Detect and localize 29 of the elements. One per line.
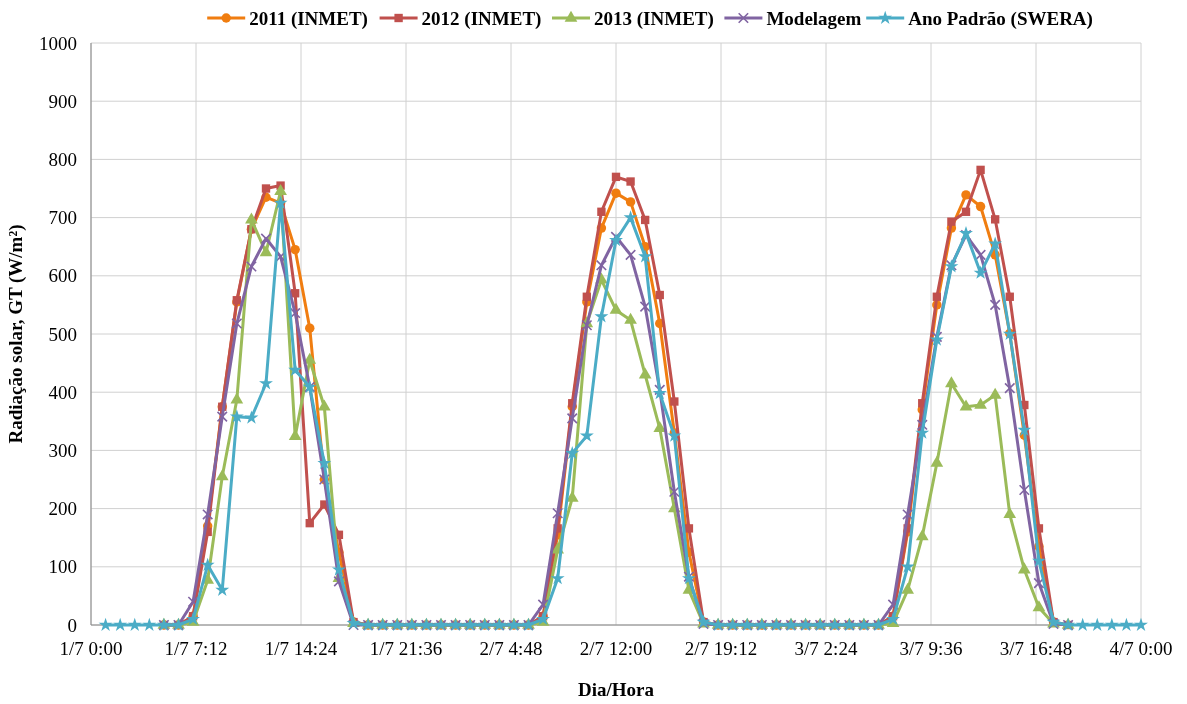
x-tick-label: 1/7 7:12 [164,638,228,659]
y-tick-label: 100 [48,556,77,578]
x-tick-label: 1/7 0:00 [59,638,123,659]
x-tick-label: 3/7 9:36 [899,638,963,659]
legend-label: 2011 (INMET) [249,7,368,30]
legend-label: Ano Padrão (SWERA) [908,7,1093,30]
y-tick-label: 200 [48,498,77,520]
y-tick-label: 500 [48,323,77,345]
y-axis-title: Radiação solar, GT (W/m²) [5,224,27,444]
y-tick-label: 1000 [39,32,77,54]
x-tick-label: 3/7 16:48 [999,638,1073,659]
x-tick-label: 2/7 19:12 [684,638,758,659]
x-tick-label: 2/7 12:00 [579,638,653,659]
legend-label: 2013 (INMET) [594,7,714,30]
y-tick-label: 300 [48,440,77,462]
y-tick-label: 400 [48,381,77,403]
y-tick-label: 700 [48,207,77,229]
x-tick-label: 4/7 0:00 [1109,638,1173,659]
legend-label: 2012 (INMET) [421,7,542,30]
x-tick-label: 3/7 2:24 [794,638,858,659]
y-tick-label: 900 [48,90,77,112]
x-tick-label: 1/7 14:24 [264,638,338,659]
x-axis-title: Dia/Hora [578,679,655,700]
x-tick-label: 2/7 4:48 [479,638,543,659]
x-tick-label: 1/7 21:36 [369,638,443,659]
y-tick-label: 800 [48,149,77,171]
y-tick-label: 0 [67,614,77,636]
y-tick-label: 600 [48,265,77,287]
legend-label: Modelagem [766,7,862,29]
